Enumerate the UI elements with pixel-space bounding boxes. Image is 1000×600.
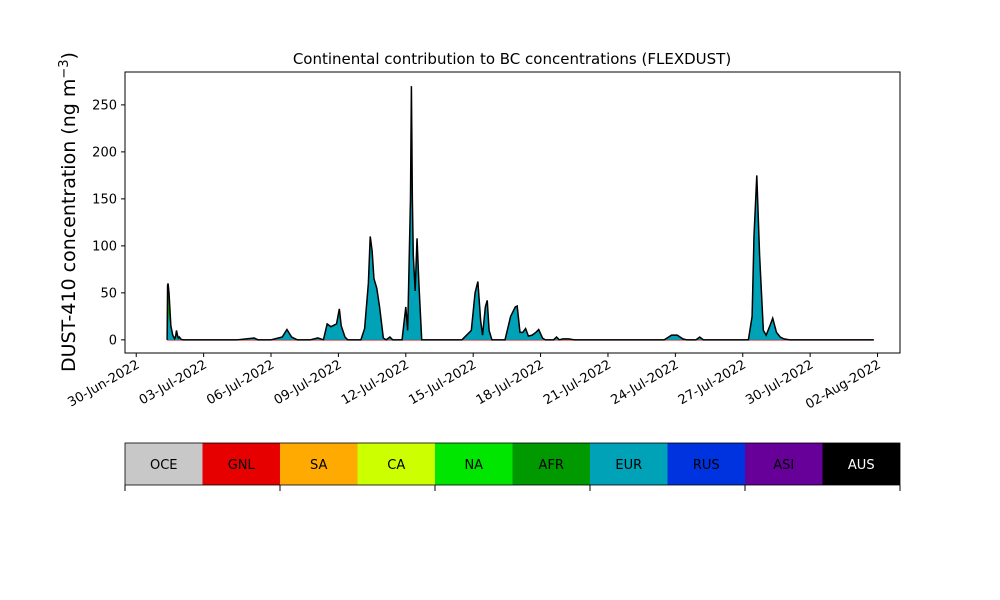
- legend-label-sa: SA: [310, 458, 327, 473]
- y-tick-label: 150: [92, 192, 117, 207]
- legend-label-afr: AFR: [539, 458, 564, 473]
- y-tick-label: 200: [92, 145, 117, 160]
- plot-area: [166, 86, 874, 341]
- colorbar-legend: OCE GNL SA CA NA AFR EUR RUS ASI AUS: [124, 442, 901, 491]
- legend-label-eur: EUR: [615, 458, 642, 473]
- legend-swatch-na: [435, 443, 513, 485]
- y-tick-label: 0: [109, 333, 117, 348]
- x-tick-label: 24-Jul-2022: [609, 357, 682, 408]
- legend-swatch-eur: [590, 443, 668, 485]
- legend-label-rus: RUS: [693, 458, 720, 473]
- legend-swatch-gnl: [202, 443, 280, 485]
- legend-swatch-ca: [357, 443, 435, 485]
- x-tick-label: 02-Aug-2022: [803, 357, 883, 412]
- y-axis-label: DUST-410 concentration (ng m−3): [57, 52, 81, 372]
- total-line: [166, 86, 874, 341]
- legend-swatch-aus: [822, 443, 900, 485]
- x-tick-label: 09-Jul-2022: [272, 357, 345, 408]
- legend-frame: [124, 442, 901, 486]
- legend-swatch-asi: [745, 443, 823, 485]
- legend-label-aus: AUS: [848, 458, 875, 473]
- x-tick-label: 21-Jul-2022: [541, 357, 614, 408]
- y-tick-label: 250: [92, 98, 117, 113]
- y-tick-label: 100: [92, 239, 117, 254]
- area-eur: [167, 86, 874, 340]
- y-axis-label-end: ): [58, 52, 80, 59]
- x-tick-label: 15-Jul-2022: [406, 357, 479, 408]
- y-axis-label-exponent: −3: [57, 59, 72, 78]
- x-tick-label: 06-Jul-2022: [204, 357, 277, 408]
- legend-label-gnl: GNL: [228, 458, 256, 473]
- y-axis-label-main: DUST-410 concentration (ng m: [58, 79, 80, 372]
- plot-frame: [124, 71, 901, 354]
- legend-label-oce: OCE: [150, 458, 178, 473]
- x-tick-label: 03-Jul-2022: [137, 357, 210, 408]
- legend-swatch-sa: [280, 443, 358, 485]
- x-tick-label: 18-Jul-2022: [474, 357, 547, 408]
- legend-swatch-afr: [512, 443, 590, 485]
- chart-title: Continental contribution to BC concentra…: [293, 50, 731, 68]
- legend-label-na: NA: [464, 458, 483, 473]
- x-axis: 30-Jun-202203-Jul-202206-Jul-202209-Jul-…: [65, 353, 884, 413]
- y-tick-label: 50: [100, 286, 117, 301]
- legend-label-asi: ASI: [773, 458, 794, 473]
- legend-label-ca: CA: [387, 458, 405, 473]
- y-axis: 0 50 100 150 200 250: [92, 98, 125, 348]
- x-tick-label: 12-Jul-2022: [339, 357, 412, 408]
- legend-swatch-oce: [125, 443, 203, 485]
- legend-swatch-rus: [667, 443, 745, 485]
- x-tick-label: 27-Jul-2022: [676, 357, 749, 408]
